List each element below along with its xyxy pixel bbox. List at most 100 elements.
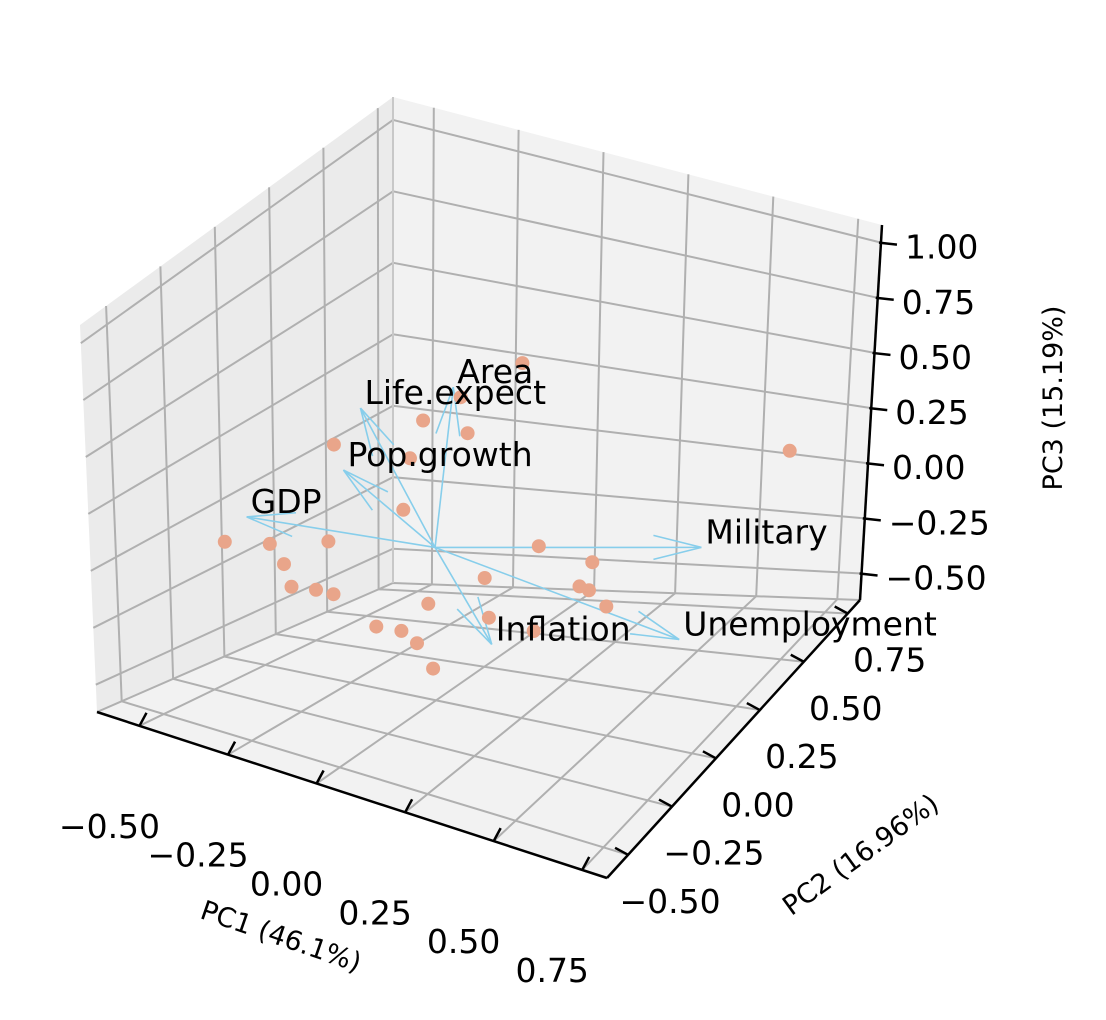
loading-label: GDP xyxy=(251,482,322,521)
score-point xyxy=(421,596,436,611)
loading-label: Inflation xyxy=(496,609,631,648)
loading-arrow-head xyxy=(629,633,680,641)
z-tick xyxy=(869,406,888,412)
x-tick-label: −0.25 xyxy=(147,836,248,875)
x-tick xyxy=(581,856,591,871)
x-axis-line xyxy=(96,710,608,880)
grid-lines xyxy=(80,97,882,871)
z-tick xyxy=(859,572,878,577)
loading-arrow-shaft xyxy=(342,469,436,549)
loading-arrow-head xyxy=(343,469,389,493)
loading-arrow-shaft xyxy=(359,407,436,548)
loading-arrows xyxy=(246,386,702,645)
score-point xyxy=(309,582,323,597)
loading-arrow-shaft xyxy=(434,387,455,548)
loading-arrow-head xyxy=(246,516,293,538)
z-tick-label: 0.75 xyxy=(902,283,975,322)
score-point xyxy=(460,426,475,441)
loading-arrow-head xyxy=(342,469,374,511)
y-tick xyxy=(790,653,805,663)
x-tick xyxy=(492,827,502,842)
left-pane xyxy=(80,97,393,712)
z-tick-label: 1.00 xyxy=(905,228,978,267)
score-point xyxy=(585,555,600,570)
score-point xyxy=(477,571,492,585)
y-tick-label: −0.25 xyxy=(663,834,764,873)
x-tick-label: 0.50 xyxy=(427,922,500,961)
loading-arrow-shaft xyxy=(434,546,680,641)
z-tick xyxy=(862,517,881,522)
score-point xyxy=(526,624,541,638)
z-tick-label: −0.25 xyxy=(889,503,990,542)
loading-arrow-head xyxy=(456,608,493,645)
score-point xyxy=(369,619,384,634)
score-point xyxy=(321,534,336,549)
y-tick-label: 0.25 xyxy=(765,737,838,776)
score-point xyxy=(326,437,341,452)
score-point xyxy=(416,413,431,428)
score-point xyxy=(515,356,530,371)
z-axis-line xyxy=(858,224,884,601)
y-tick xyxy=(702,750,717,760)
y-tick-label: 0.50 xyxy=(809,689,882,728)
y-tick xyxy=(746,701,761,712)
z-tick xyxy=(872,351,891,357)
loading-arrow-head xyxy=(359,407,395,446)
y-tick-label: 0.75 xyxy=(853,641,926,680)
z-axis-title: PC3 (15.19%) xyxy=(1038,306,1069,491)
loading-arrow-shaft xyxy=(246,516,436,549)
loading-label: Life.expect xyxy=(364,373,546,412)
score-point xyxy=(599,599,614,614)
x-tick-label: 0.75 xyxy=(515,951,588,990)
y-axis-title: PC2 (16.96%) xyxy=(777,788,945,922)
score-point xyxy=(453,390,468,405)
score-point xyxy=(410,636,424,651)
loading-arrow-head xyxy=(638,610,680,641)
loading-label: Unemployment xyxy=(683,605,937,644)
score-point xyxy=(394,623,409,638)
score-point xyxy=(782,443,797,458)
z-tick xyxy=(875,296,894,302)
y-tick-label: −0.50 xyxy=(620,882,721,921)
axis-ticks: −0.50−0.250.000.250.500.75−0.50−0.250.00… xyxy=(59,228,990,990)
z-tick-label: 0.50 xyxy=(898,338,971,377)
loading-arrow-head xyxy=(246,511,297,518)
score-point xyxy=(326,587,341,602)
score-point xyxy=(396,502,411,517)
y-tick-label: 0.00 xyxy=(721,785,794,824)
x-tick-label: 0.25 xyxy=(338,893,411,932)
loading-label: Area xyxy=(457,352,533,391)
y-axis-line xyxy=(606,599,861,879)
z-tick-label: 0.00 xyxy=(892,448,965,487)
score-point xyxy=(277,557,291,572)
score-points xyxy=(217,356,797,676)
x-tick xyxy=(138,712,148,727)
loading-arrow-head xyxy=(359,407,374,457)
score-point xyxy=(217,534,232,549)
x-tick-label: 0.00 xyxy=(250,864,323,903)
score-point xyxy=(426,661,441,676)
y-tick xyxy=(658,798,673,808)
y-tick xyxy=(834,605,849,615)
score-point xyxy=(403,451,417,466)
score-point xyxy=(262,536,277,551)
z-tick-label: −0.50 xyxy=(886,559,987,598)
loading-arrow-head xyxy=(653,546,702,561)
y-tick xyxy=(614,846,629,856)
x-tick xyxy=(315,769,325,785)
score-point xyxy=(284,579,299,594)
x-tick-label: −0.50 xyxy=(59,807,160,846)
axis-lines xyxy=(96,224,884,880)
x-tick xyxy=(404,798,414,813)
score-point xyxy=(572,579,587,594)
z-tick xyxy=(878,241,898,246)
z-tick xyxy=(865,461,885,467)
loading-arrow-head xyxy=(653,534,702,549)
score-point xyxy=(481,610,496,625)
z-tick-label: 0.25 xyxy=(895,393,968,432)
loading-arrow-shaft xyxy=(434,547,493,645)
x-tick xyxy=(226,741,237,756)
score-point xyxy=(531,539,546,554)
